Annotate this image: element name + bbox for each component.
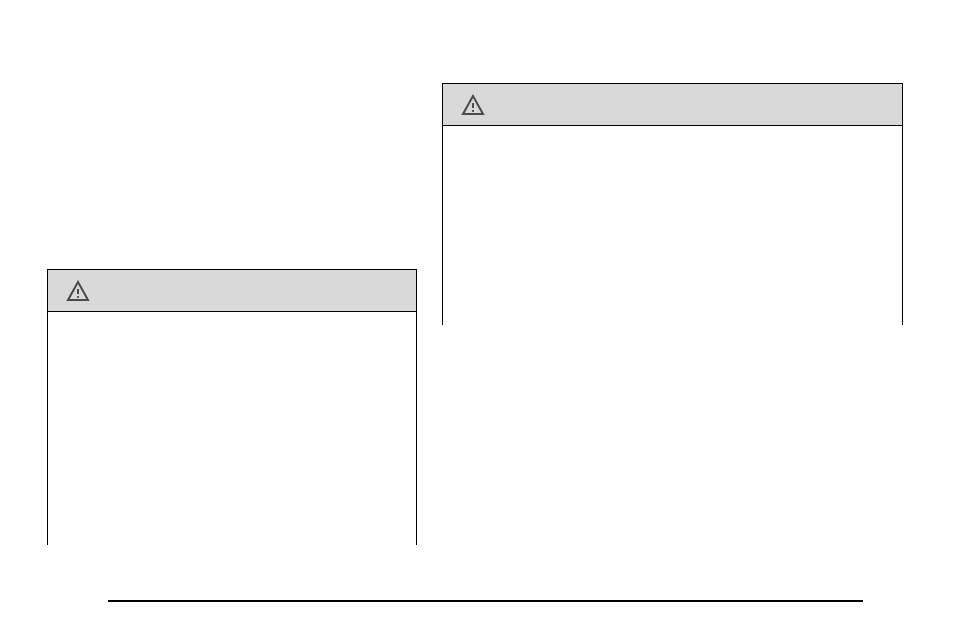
panel-header [48, 270, 416, 312]
panel-header [443, 84, 902, 126]
warning-panel-right [442, 83, 903, 325]
panel-body [48, 312, 416, 546]
panel-body [443, 126, 902, 326]
warning-triangle-icon [461, 94, 485, 116]
warning-triangle-icon [66, 280, 90, 302]
footer-divider [108, 600, 863, 602]
warning-panel-left [47, 269, 417, 545]
